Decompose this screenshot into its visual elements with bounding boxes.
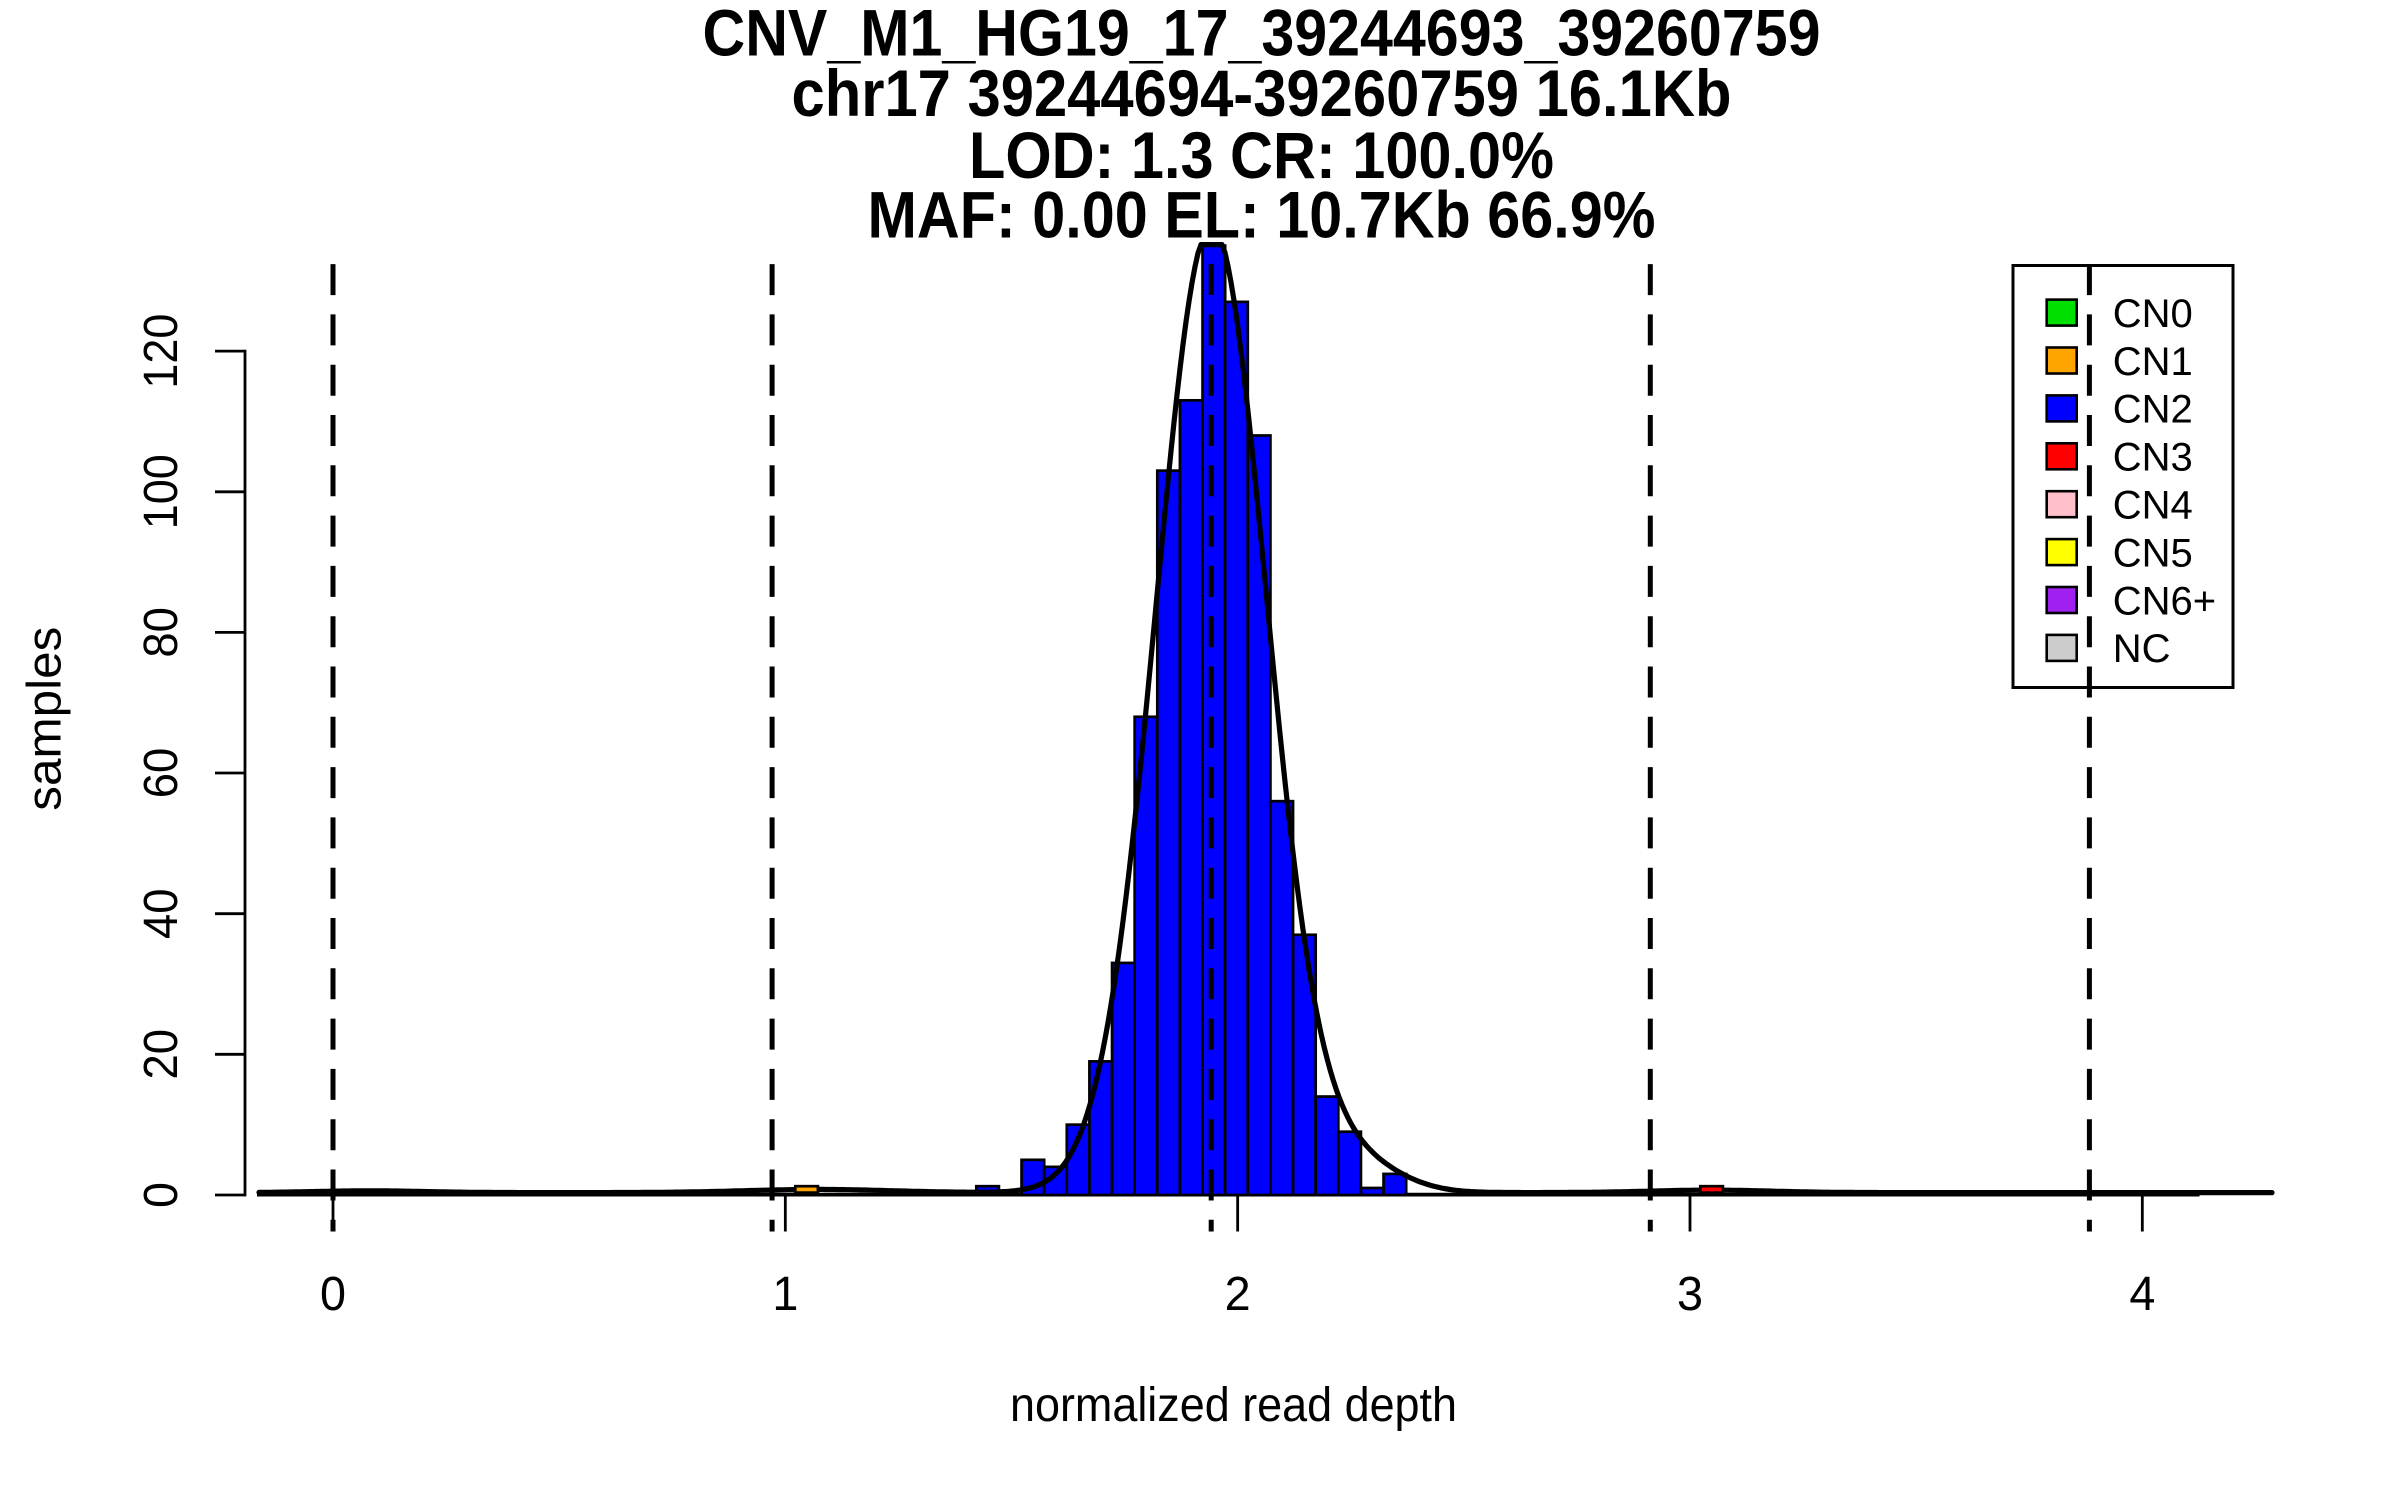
svg-text:100: 100 [135,454,188,529]
svg-text:normalized read depth: normalized read depth [1010,1379,1457,1432]
svg-text:CN1: CN1 [2113,340,2193,384]
svg-text:CN0: CN0 [2113,292,2193,336]
svg-text:LOD: 1.3 CR: 100.0%: LOD: 1.3 CR: 100.0% [969,118,1554,192]
svg-text:80: 80 [135,607,188,658]
svg-text:samples: samples [19,627,72,811]
svg-text:CN4: CN4 [2113,484,2193,528]
svg-text:2: 2 [1225,1268,1251,1321]
svg-text:CN6+: CN6+ [2113,579,2216,623]
svg-text:chr17 39244694-39260759 16.1Kb: chr17 39244694-39260759 16.1Kb [792,56,1732,130]
svg-text:60: 60 [135,748,188,799]
svg-text:CN3: CN3 [2113,436,2193,480]
svg-text:MAF: 0.00 EL: 10.7Kb 66.9%: MAF: 0.00 EL: 10.7Kb 66.9% [868,177,1656,251]
svg-text:3: 3 [1677,1268,1703,1321]
svg-text:NC: NC [2113,627,2171,671]
svg-text:1: 1 [772,1268,798,1321]
svg-text:CN5: CN5 [2113,531,2193,575]
svg-text:CN2: CN2 [2113,388,2193,432]
svg-text:20: 20 [135,1029,188,1080]
svg-text:120: 120 [135,314,188,389]
svg-text:0: 0 [320,1268,346,1321]
svg-text:40: 40 [135,888,188,939]
svg-text:0: 0 [135,1182,188,1208]
svg-text:4: 4 [2129,1268,2155,1321]
svg-text:CNV_M1_HG19_17_39244693_392607: CNV_M1_HG19_17_39244693_39260759 [703,0,1821,70]
